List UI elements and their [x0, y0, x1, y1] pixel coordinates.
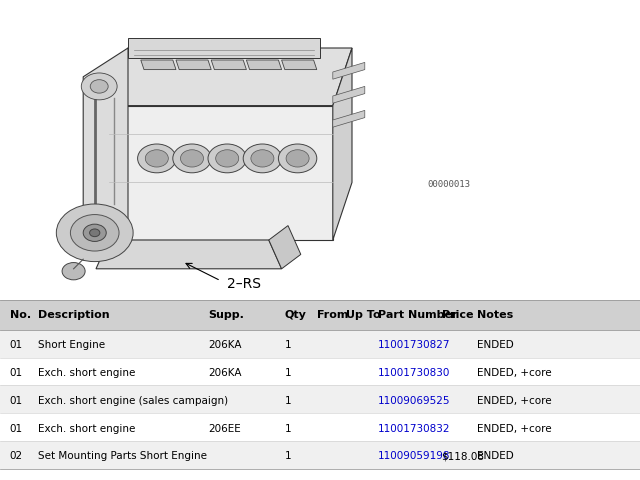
Text: Price: Price: [442, 310, 473, 320]
Circle shape: [173, 144, 211, 173]
Polygon shape: [128, 38, 320, 58]
Circle shape: [251, 150, 274, 167]
Text: Up To: Up To: [346, 310, 380, 320]
Text: ENDED: ENDED: [477, 451, 513, 461]
Polygon shape: [282, 60, 317, 70]
Polygon shape: [141, 60, 176, 70]
Circle shape: [216, 150, 239, 167]
Text: ENDED, +core: ENDED, +core: [477, 368, 552, 378]
Text: 206EE: 206EE: [208, 423, 241, 433]
Circle shape: [62, 263, 85, 280]
Bar: [0, 330, 640, 358]
Text: Set Mounting Parts Short Engine: Set Mounting Parts Short Engine: [38, 451, 207, 461]
Polygon shape: [96, 240, 282, 269]
Bar: [0, 300, 640, 330]
Text: Exch. short engine (sales campaign): Exch. short engine (sales campaign): [38, 396, 228, 406]
Text: $118.08: $118.08: [442, 451, 484, 461]
Circle shape: [81, 73, 117, 100]
Text: Part Number: Part Number: [378, 310, 457, 320]
Text: Exch. short engine: Exch. short engine: [38, 423, 136, 433]
Circle shape: [56, 204, 133, 262]
Polygon shape: [269, 226, 301, 269]
Text: 1: 1: [285, 368, 291, 378]
Circle shape: [90, 80, 108, 93]
Polygon shape: [333, 62, 365, 79]
Text: ENDED, +core: ENDED, +core: [477, 423, 552, 433]
Polygon shape: [333, 86, 365, 103]
Circle shape: [145, 150, 168, 167]
Text: 01: 01: [10, 396, 23, 406]
Text: From: From: [317, 310, 348, 320]
Text: No.: No.: [10, 310, 31, 320]
Text: 02: 02: [10, 451, 23, 461]
Polygon shape: [109, 106, 333, 240]
Text: 11001730832: 11001730832: [378, 423, 450, 433]
Polygon shape: [176, 60, 211, 70]
Text: Description: Description: [38, 310, 110, 320]
Text: 206KA: 206KA: [208, 368, 241, 378]
Text: Short Engine: Short Engine: [38, 340, 106, 350]
Text: 11001730830: 11001730830: [378, 368, 450, 378]
Text: 11009059198: 11009059198: [378, 451, 450, 461]
Text: 1: 1: [285, 396, 291, 406]
Text: ENDED: ENDED: [477, 340, 513, 350]
Text: 1: 1: [285, 340, 291, 350]
Circle shape: [83, 224, 106, 241]
Text: Notes: Notes: [477, 310, 513, 320]
Text: 206KA: 206KA: [208, 340, 241, 350]
Polygon shape: [333, 48, 352, 240]
Text: 1: 1: [285, 423, 291, 433]
Text: ENDED, +core: ENDED, +core: [477, 396, 552, 406]
Circle shape: [208, 144, 246, 173]
Polygon shape: [333, 110, 365, 127]
Text: Supp.: Supp.: [208, 310, 244, 320]
Polygon shape: [211, 60, 246, 70]
Circle shape: [90, 229, 100, 237]
Text: 11001730827: 11001730827: [378, 340, 450, 350]
Text: Exch. short engine: Exch. short engine: [38, 368, 136, 378]
Polygon shape: [109, 48, 352, 106]
Text: 01: 01: [10, 340, 23, 350]
Polygon shape: [83, 48, 128, 240]
Text: 01: 01: [10, 368, 23, 378]
Circle shape: [278, 144, 317, 173]
Text: 1: 1: [285, 451, 291, 461]
Bar: [0, 358, 640, 385]
Bar: [0, 413, 640, 441]
Circle shape: [70, 215, 119, 251]
Text: Qty: Qty: [285, 310, 307, 320]
Text: 11009069525: 11009069525: [378, 396, 450, 406]
Circle shape: [243, 144, 282, 173]
Text: 01: 01: [10, 423, 23, 433]
Bar: [0, 385, 640, 413]
Polygon shape: [246, 60, 282, 70]
Bar: [0, 441, 640, 469]
Text: 2–RS: 2–RS: [227, 277, 261, 291]
Circle shape: [286, 150, 309, 167]
Circle shape: [138, 144, 176, 173]
Text: 00000013: 00000013: [428, 180, 470, 189]
Circle shape: [180, 150, 204, 167]
